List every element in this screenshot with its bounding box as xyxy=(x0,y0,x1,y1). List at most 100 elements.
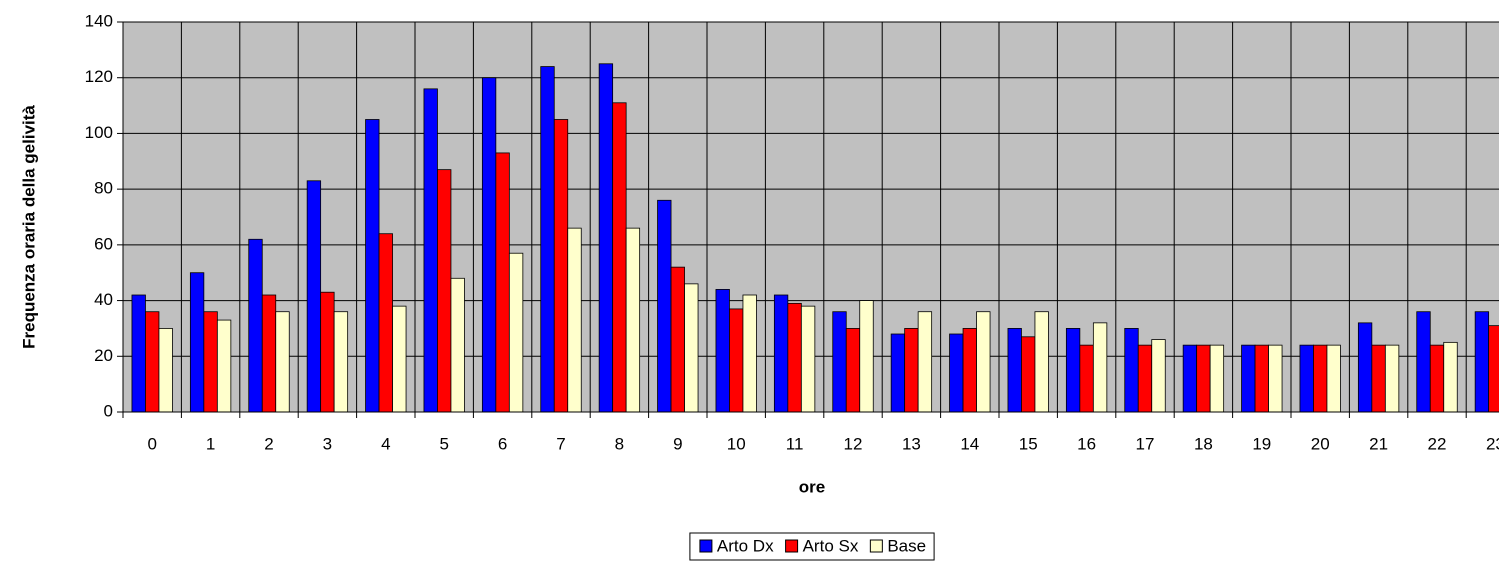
y-tick-label: 140 xyxy=(85,11,113,30)
bar xyxy=(145,311,160,413)
x-tick-label: 13 xyxy=(902,434,921,453)
bar xyxy=(158,328,173,413)
y-tick-label: 60 xyxy=(94,234,113,253)
bar xyxy=(598,63,614,413)
bar xyxy=(365,119,380,413)
x-tick-label: 0 xyxy=(147,434,156,453)
bar xyxy=(1357,322,1373,413)
x-tick-label: 8 xyxy=(615,434,624,453)
bar xyxy=(625,227,641,413)
bar xyxy=(216,319,232,413)
bar xyxy=(1079,344,1094,413)
legend: Arto Dx Arto Sx Base xyxy=(689,532,935,561)
bar xyxy=(657,199,672,413)
bar xyxy=(1209,344,1225,413)
bar xyxy=(392,305,407,413)
bar xyxy=(306,180,322,413)
bar xyxy=(423,88,438,413)
bar xyxy=(949,333,964,413)
x-tick-label: 21 xyxy=(1369,434,1388,453)
y-tick-label: 100 xyxy=(85,123,113,142)
bar xyxy=(1137,344,1153,413)
bar xyxy=(859,300,874,413)
bar xyxy=(773,294,789,413)
bar xyxy=(248,238,263,413)
bar xyxy=(684,283,699,413)
bar xyxy=(481,77,497,413)
bar xyxy=(890,333,906,413)
bar xyxy=(845,328,861,413)
bar xyxy=(800,305,816,413)
bar xyxy=(917,311,933,413)
bar xyxy=(1241,344,1256,413)
y-tick-label: 40 xyxy=(94,290,113,309)
bar xyxy=(1092,322,1108,413)
x-tick-label: 11 xyxy=(786,434,804,453)
x-tick-label: 6 xyxy=(498,434,507,453)
x-axis-title: ore xyxy=(799,477,825,496)
y-tick-label: 20 xyxy=(94,346,113,365)
bar xyxy=(1254,344,1269,413)
bar xyxy=(1474,311,1490,413)
bar xyxy=(1007,328,1022,413)
bar xyxy=(1124,328,1139,413)
legend-label: Arto Sx xyxy=(803,536,859,555)
legend-label: Arto Dx xyxy=(717,536,774,555)
bar xyxy=(540,66,555,413)
bar xyxy=(1151,339,1166,413)
bar xyxy=(131,294,146,413)
bar xyxy=(670,266,685,413)
bar xyxy=(962,328,977,413)
bar xyxy=(508,252,524,413)
x-tick-label: 2 xyxy=(264,434,273,453)
x-tick-label: 7 xyxy=(556,434,565,453)
bar xyxy=(1196,344,1211,413)
bar xyxy=(1268,344,1283,413)
bar xyxy=(450,277,465,413)
bar xyxy=(1299,344,1314,413)
legend-swatch xyxy=(785,539,799,553)
bar xyxy=(904,328,919,413)
bar xyxy=(567,227,582,413)
bar xyxy=(1371,344,1386,413)
bar xyxy=(333,311,349,413)
x-tick-label: 3 xyxy=(323,434,332,453)
x-tick-label: 18 xyxy=(1194,434,1213,453)
y-tick-label: 80 xyxy=(94,179,113,198)
x-tick-label: 22 xyxy=(1428,434,1447,453)
bar xyxy=(1182,344,1198,413)
x-tick-label: 17 xyxy=(1136,434,1155,453)
legend-label: Base xyxy=(887,536,926,555)
bar xyxy=(1313,344,1328,413)
bar xyxy=(1034,311,1049,413)
x-tick-label: 10 xyxy=(727,434,746,453)
bar xyxy=(1443,341,1458,413)
x-tick-label: 1 xyxy=(206,434,215,453)
legend-box xyxy=(689,532,935,561)
x-tick-label: 20 xyxy=(1311,434,1330,453)
bar xyxy=(320,291,335,413)
bar xyxy=(1429,344,1445,413)
bar xyxy=(1488,325,1499,413)
x-tick-label: 4 xyxy=(381,434,390,453)
x-tick-label: 19 xyxy=(1252,434,1271,453)
bar xyxy=(612,102,627,413)
bar xyxy=(495,152,510,413)
bar xyxy=(437,169,452,413)
bar xyxy=(1384,344,1400,413)
y-tick-label: 0 xyxy=(104,401,113,420)
legend-swatch xyxy=(699,539,713,553)
bar xyxy=(261,294,277,413)
legend-swatch xyxy=(869,539,883,553)
bar xyxy=(553,119,569,413)
bar xyxy=(203,311,218,413)
x-tick-label: 5 xyxy=(439,434,448,453)
x-tick-label: 14 xyxy=(960,434,979,453)
x-tick-label: 16 xyxy=(1077,434,1096,453)
bar xyxy=(832,311,847,413)
bar xyxy=(1065,328,1081,413)
x-tick-label: 12 xyxy=(844,434,863,453)
bar xyxy=(275,311,290,413)
